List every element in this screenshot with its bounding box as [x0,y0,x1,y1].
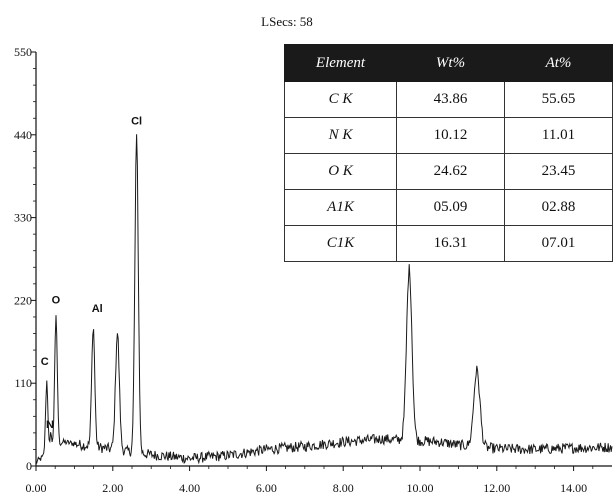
peak-label-o: O [52,295,61,307]
element-cell: N K [284,117,397,154]
x-tick-label: 6.00 [256,481,277,495]
table-row: C1K 16.31 07.01 [284,225,613,262]
wt-cell: 43.86 [396,81,505,118]
column-header-wt: Wt% [396,44,505,82]
table-row: N K 10.12 11.01 [284,117,613,154]
at-cell: 11.01 [504,117,613,154]
x-tick-label: 10.00 [407,481,434,495]
wt-cell: 10.12 [396,117,505,154]
y-tick-label: 440 [14,128,32,142]
y-tick-label: 330 [14,211,32,225]
table-row: A1K 05.09 02.88 [284,189,613,226]
peak-label-cl: Cl [131,116,142,128]
element-cell: C K [284,81,397,118]
at-cell: 23.45 [504,153,613,190]
x-tick-label: 8.00 [333,481,354,495]
peak-labels: C N O Al Cl [41,116,142,432]
table-header-row: Element Wt% At% [284,44,613,82]
at-cell: 07.01 [504,225,613,262]
column-header-element: Element [284,44,397,82]
y-tick-label: 550 [14,45,32,59]
y-tick-label: 220 [14,293,32,307]
at-cell: 55.65 [504,81,613,118]
element-cell: O K [284,153,397,190]
element-cell: C1K [284,225,397,262]
x-tick-label: 4.00 [179,481,200,495]
chart-title: LSecs: 58 [261,14,313,29]
wt-cell: 24.62 [396,153,505,190]
y-tick-label: 0 [26,459,32,473]
composition-table: Element Wt% At% C K 43.86 55.65 N K 10.1… [284,44,613,262]
x-tick-label: 12.00 [483,481,510,495]
at-cell: 02.88 [504,189,613,226]
peak-label-al: Al [92,303,103,315]
peak-label-n: N [46,419,54,431]
ticks: 0.00 2.00 4.00 6.00 8.00 10.00 12.00 14.00 0 110 2… [14,45,594,495]
x-tick-label: 14.00 [560,481,587,495]
wt-cell: 05.09 [396,189,505,226]
x-tick-label: 0.00 [26,481,47,495]
peak-label-c: C [41,356,49,368]
spectrum-line [35,134,613,465]
y-tick-label: 110 [14,376,32,390]
table-row: O K 24.62 23.45 [284,153,613,190]
element-cell: A1K [284,189,397,226]
x-tick-label: 2.00 [102,481,123,495]
table-row: C K 43.86 55.65 [284,81,613,118]
wt-cell: 16.31 [396,225,505,262]
column-header-at: At% [504,44,613,82]
